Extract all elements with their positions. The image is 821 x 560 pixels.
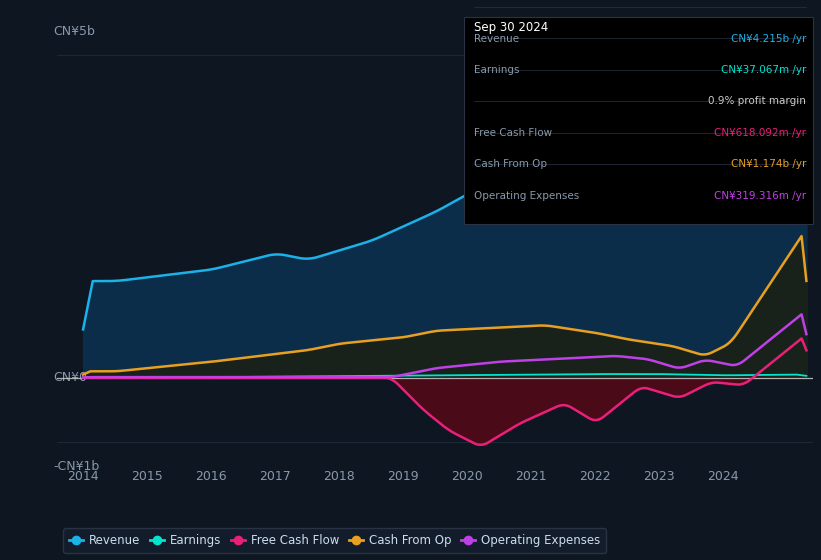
Text: 0.9% profit margin: 0.9% profit margin (709, 96, 806, 106)
Text: Revenue: Revenue (474, 34, 519, 44)
Text: Cash From Op: Cash From Op (474, 160, 547, 169)
Text: Free Cash Flow: Free Cash Flow (474, 128, 552, 138)
Text: CN¥5b: CN¥5b (53, 25, 95, 38)
Text: Earnings: Earnings (474, 65, 519, 75)
Text: CN¥0: CN¥0 (53, 371, 88, 384)
Legend: Revenue, Earnings, Free Cash Flow, Cash From Op, Operating Expenses: Revenue, Earnings, Free Cash Flow, Cash … (63, 528, 606, 553)
Text: CN¥618.092m /yr: CN¥618.092m /yr (714, 128, 806, 138)
Text: CN¥4.215b /yr: CN¥4.215b /yr (731, 34, 806, 44)
Text: Operating Expenses: Operating Expenses (474, 191, 579, 201)
Text: CN¥1.174b /yr: CN¥1.174b /yr (731, 160, 806, 169)
Text: -CN¥1b: -CN¥1b (53, 460, 100, 473)
Text: CN¥37.067m /yr: CN¥37.067m /yr (721, 65, 806, 75)
Text: CN¥319.316m /yr: CN¥319.316m /yr (714, 191, 806, 201)
Text: Sep 30 2024: Sep 30 2024 (474, 21, 548, 34)
